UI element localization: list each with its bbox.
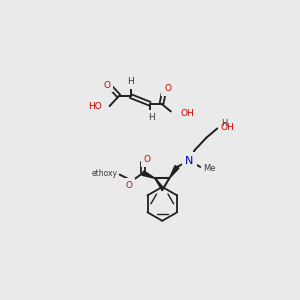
Polygon shape: [169, 166, 179, 178]
Text: OH: OH: [220, 123, 234, 132]
Polygon shape: [142, 171, 155, 178]
Text: O: O: [143, 155, 150, 164]
Text: O: O: [104, 81, 111, 90]
Text: HO: HO: [88, 102, 102, 111]
Text: OH: OH: [180, 109, 194, 118]
Text: O: O: [164, 84, 171, 93]
Text: O: O: [125, 181, 133, 190]
Text: H: H: [127, 77, 134, 86]
Text: H: H: [148, 113, 155, 122]
Text: Me: Me: [203, 164, 216, 173]
Text: H: H: [221, 118, 227, 127]
Text: ethoxy: ethoxy: [91, 169, 117, 178]
Text: N: N: [185, 156, 194, 166]
